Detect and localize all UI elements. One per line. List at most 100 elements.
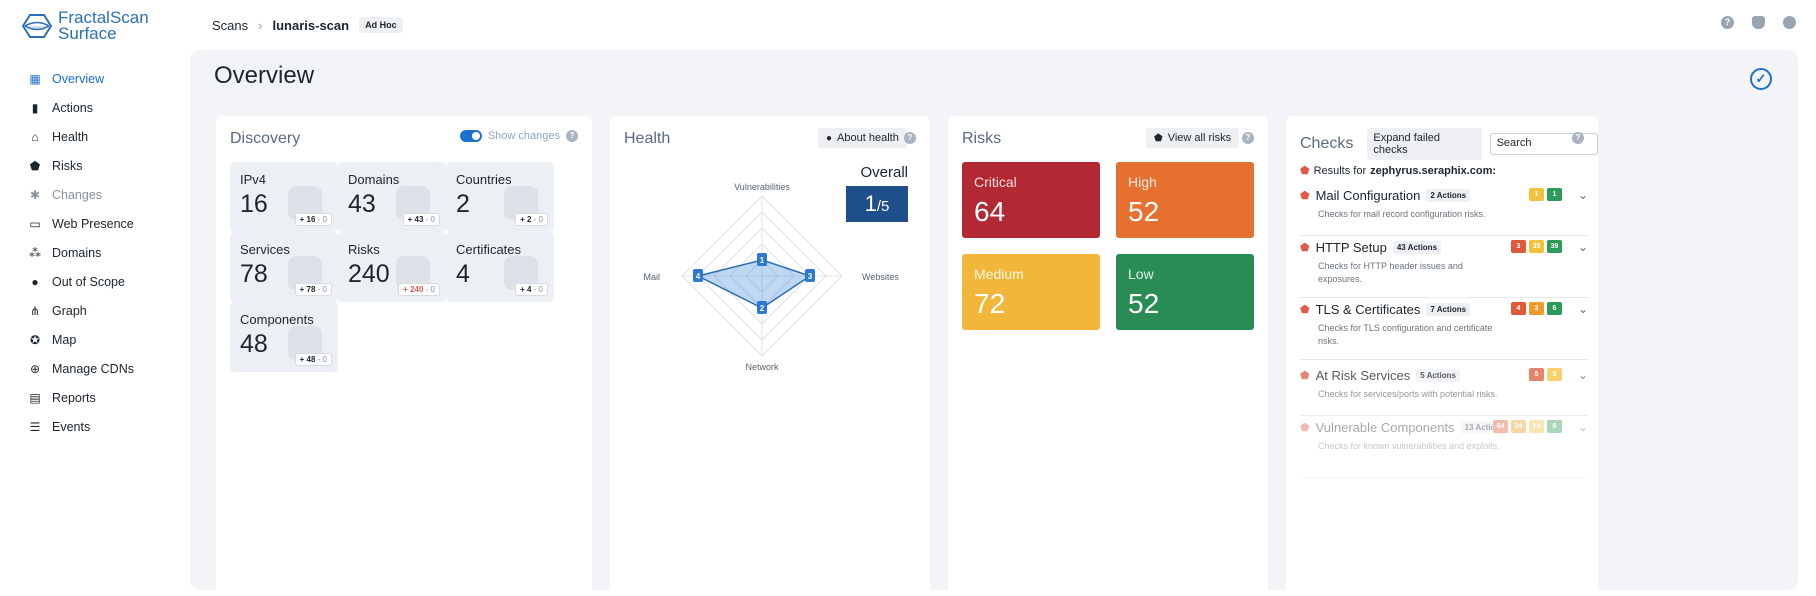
chevron-down-icon[interactable]: ⌄ xyxy=(1577,302,1588,316)
severity-badge: 5 xyxy=(1547,368,1562,381)
sidebar-item-events[interactable]: ☰ Events xyxy=(28,412,134,441)
check-title-row: ⬟ At Risk Services 5 Actions xyxy=(1300,368,1588,383)
expand-failed-checks-button[interactable]: Expand failed checks xyxy=(1367,128,1482,160)
check-actions-tag: 7 Actions xyxy=(1426,303,1471,316)
risk-tile-label: Low xyxy=(1128,266,1154,282)
stat-label: Components xyxy=(240,312,314,327)
search-input[interactable]: Search xyxy=(1489,133,1598,155)
chevron-down-icon[interactable]: ⌄ xyxy=(1577,368,1588,382)
toggle-switch[interactable] xyxy=(459,130,482,142)
stat-delta: + 16 - 0 xyxy=(294,213,332,226)
sidebar-item-health[interactable]: ⌂ Health xyxy=(28,122,134,151)
about-health-button[interactable]: ● About health xyxy=(818,128,907,148)
chevron-down-icon[interactable]: ⌄ xyxy=(1577,420,1588,434)
help-icon[interactable]: ? xyxy=(1242,132,1254,144)
radar-score-marker xyxy=(693,269,703,282)
sidebar-item-out-of-scope[interactable]: ● Out of Scope xyxy=(28,267,134,296)
stat-tile-risks[interactable]: Risks 240 + 240 - 0 xyxy=(338,232,446,302)
file-icon: ▤ xyxy=(29,390,41,405)
check-title: Vulnerable Components xyxy=(1315,420,1455,435)
sitemap-icon: ⁂ xyxy=(29,245,41,260)
chevron-down-icon[interactable]: ⌄ xyxy=(1577,188,1588,202)
sidebar-item-manage-cdns[interactable]: ⊕ Manage CDNs xyxy=(28,354,134,383)
page-title: Overview xyxy=(214,62,315,89)
view-all-risks-button[interactable]: ⬟ View all risks xyxy=(1146,128,1240,148)
chevron-down-icon[interactable]: ⌄ xyxy=(1577,240,1588,254)
check-item[interactable]: ⬟ Mail Configuration 2 Actions Checks for m… xyxy=(1300,188,1588,236)
overall-score-value: 1 xyxy=(864,191,877,216)
risk-tile-critical[interactable]: Critical 64 xyxy=(962,162,1100,238)
sidebar-item-label: Reports xyxy=(52,390,96,405)
stat-added: + 16 xyxy=(299,215,316,224)
risk-tile-high[interactable]: High 52 xyxy=(1116,162,1254,238)
home-icon: ⌂ xyxy=(31,129,39,144)
severity-badge: 1 xyxy=(1529,188,1544,201)
check-description: Checks for TLS configuration and certifi… xyxy=(1318,323,1493,346)
stat-tile-services[interactable]: Services 78 + 78 - 0 xyxy=(230,232,338,302)
stat-delta: + 78 - 0 xyxy=(294,283,332,296)
discovery-title: Discovery xyxy=(230,130,301,147)
stat-tile-domains[interactable]: Domains 43 + 43 - 0 xyxy=(338,162,446,232)
help-icon[interactable]: ? xyxy=(904,132,916,144)
shield-icon: ⬟ xyxy=(1300,422,1310,434)
check-title-row: ⬟ Mail Configuration 2 Actions xyxy=(1300,188,1588,203)
stat-delta: + 240 - 0 xyxy=(398,283,440,296)
stat-value: 43 xyxy=(348,190,376,218)
checks-title: Checks xyxy=(1300,135,1354,152)
severity-badge: 6 xyxy=(1547,302,1562,315)
shield-icon: ⬟ xyxy=(1300,190,1310,202)
sidebar-item-risks[interactable]: ⬟ Risks xyxy=(28,151,134,180)
check-actions-tag: 2 Actions xyxy=(1426,189,1471,202)
check-item[interactable]: ⬟ TLS & Certificates 7 Actions Checks for T… xyxy=(1300,302,1588,360)
radar-axis-label: Websites xyxy=(862,272,899,282)
stat-value: 2 xyxy=(456,190,470,218)
sidebar-item-domains[interactable]: ⁂ Domains xyxy=(28,238,134,267)
user-icon[interactable] xyxy=(1783,16,1796,29)
check-item[interactable]: ⬟ At Risk Services 5 Actions Checks for ser… xyxy=(1300,368,1588,416)
check-title: TLS & Certificates xyxy=(1315,302,1421,317)
show-changes-toggle[interactable]: Show changes ? xyxy=(459,130,578,142)
sidebar-item-map[interactable]: ✪ Map xyxy=(28,325,134,354)
stat-value: 240 xyxy=(348,260,390,288)
radar-score-marker xyxy=(757,301,767,314)
sidebar-item-actions[interactable]: ▮ Actions xyxy=(28,93,134,122)
check-circle-icon[interactable]: ✓ xyxy=(1750,68,1772,90)
radar-axis-label: Network xyxy=(745,362,779,372)
stat-value: 78 xyxy=(240,260,268,288)
breadcrumb-root[interactable]: Scans xyxy=(212,17,249,33)
results-line: ⬟ Results for zephyrus.seraphix.com: xyxy=(1300,164,1496,178)
sidebar-item-graph[interactable]: ⋔ Graph xyxy=(28,296,134,325)
stat-tile-ipv4[interactable]: IPv4 16 + 16 - 0 xyxy=(230,162,338,232)
stat-label: Risks xyxy=(348,242,380,257)
stat-tile-components[interactable]: Components 48 + 48 - 0 xyxy=(230,302,338,372)
main-panel: Overview ✓ Discovery Show changes ? IPv4… xyxy=(190,50,1798,596)
stat-label: Domains xyxy=(348,172,400,187)
sidebar-item-reports[interactable]: ▤ Reports xyxy=(28,383,134,412)
radar-axis-label: Vulnerabilities xyxy=(734,182,790,192)
check-item[interactable]: ⬟ Vulnerable Components 13 Actions Checks f… xyxy=(1300,420,1588,478)
risk-tile-low[interactable]: Low 52 xyxy=(1116,254,1254,330)
sidebar-item-overview[interactable]: ▦ Overview xyxy=(28,64,134,93)
risk-tile-label: Critical xyxy=(974,174,1017,190)
risk-tile-medium[interactable]: Medium 72 xyxy=(962,254,1100,330)
check-item[interactable]: ⬟ HTTP Setup 43 Actions Checks for HTTP hea… xyxy=(1300,240,1588,298)
stat-label: Countries xyxy=(456,172,512,187)
stat-delta: + 48 - 0 xyxy=(294,353,332,366)
stat-added: + 48 xyxy=(299,355,316,364)
stat-tile-countries[interactable]: Countries 2 + 2 - 0 xyxy=(446,162,554,232)
sidebar-item-web-presence[interactable]: ▭ Web Presence xyxy=(28,209,134,238)
help-icon[interactable]: ? xyxy=(1572,132,1584,144)
severity-badge: 1 xyxy=(1547,188,1562,201)
sidebar-item-changes[interactable]: ✱ Changes xyxy=(28,180,134,209)
check-title-row: ⬟ HTTP Setup 43 Actions xyxy=(1300,240,1588,255)
check-title: At Risk Services xyxy=(1315,368,1411,383)
stat-removed: - 0 xyxy=(317,285,327,294)
shield-icon: ⬟ xyxy=(1154,132,1163,144)
help-icon[interactable]: ? xyxy=(1721,16,1734,29)
sidebar: FractalScan Surface ▦ Overview ▮ Actions ⌂… xyxy=(0,0,180,582)
bell-icon[interactable] xyxy=(1752,16,1765,29)
brand-logo[interactable]: FractalScan Surface xyxy=(22,9,149,42)
help-icon[interactable]: ? xyxy=(566,130,578,142)
stat-tile-certificates[interactable]: Certificates 4 + 4 - 0 xyxy=(446,232,554,302)
sidebar-item-label: Graph xyxy=(52,303,87,318)
